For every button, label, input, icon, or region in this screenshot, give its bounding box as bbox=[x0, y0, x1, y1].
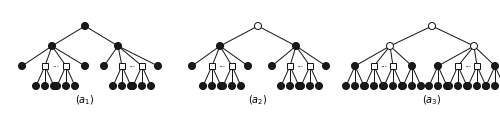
Circle shape bbox=[482, 83, 490, 90]
Circle shape bbox=[470, 43, 478, 50]
Text: ···: ··· bbox=[464, 62, 471, 70]
Circle shape bbox=[428, 23, 436, 30]
Circle shape bbox=[216, 43, 224, 50]
Circle shape bbox=[352, 63, 358, 70]
Bar bbox=[63, 63, 69, 70]
Circle shape bbox=[82, 23, 88, 30]
Circle shape bbox=[218, 83, 224, 90]
Bar bbox=[307, 63, 313, 70]
Circle shape bbox=[446, 83, 452, 90]
Bar bbox=[209, 63, 215, 70]
Circle shape bbox=[386, 43, 394, 50]
Circle shape bbox=[464, 83, 471, 90]
Circle shape bbox=[82, 63, 88, 70]
Circle shape bbox=[238, 83, 244, 90]
Circle shape bbox=[482, 83, 490, 90]
Circle shape bbox=[118, 83, 126, 90]
Circle shape bbox=[322, 63, 330, 70]
Text: ···: ··· bbox=[218, 62, 226, 70]
Circle shape bbox=[418, 83, 424, 90]
Text: $(a_1)$: $(a_1)$ bbox=[76, 93, 94, 106]
Circle shape bbox=[130, 83, 136, 90]
Text: ···: ··· bbox=[296, 62, 304, 70]
Circle shape bbox=[492, 63, 498, 70]
Circle shape bbox=[492, 83, 498, 90]
Circle shape bbox=[110, 83, 116, 90]
Circle shape bbox=[48, 43, 56, 50]
Circle shape bbox=[228, 83, 235, 90]
Circle shape bbox=[380, 83, 388, 90]
Bar bbox=[390, 63, 396, 70]
Circle shape bbox=[474, 83, 480, 90]
Circle shape bbox=[278, 83, 284, 90]
Circle shape bbox=[398, 83, 406, 90]
Text: ···: ··· bbox=[128, 62, 136, 70]
Circle shape bbox=[316, 83, 322, 90]
Circle shape bbox=[400, 83, 406, 90]
Circle shape bbox=[32, 83, 40, 90]
Circle shape bbox=[434, 83, 442, 90]
Circle shape bbox=[138, 83, 145, 90]
Text: $(a_2)$: $(a_2)$ bbox=[248, 93, 268, 106]
Circle shape bbox=[434, 63, 442, 70]
Circle shape bbox=[154, 63, 162, 70]
Circle shape bbox=[342, 83, 349, 90]
Text: ···: ··· bbox=[380, 62, 388, 70]
Circle shape bbox=[408, 63, 416, 70]
Bar bbox=[139, 63, 145, 70]
Circle shape bbox=[292, 43, 300, 50]
Text: $(a_3)$: $(a_3)$ bbox=[422, 93, 442, 106]
Circle shape bbox=[352, 83, 358, 90]
Bar bbox=[474, 63, 480, 70]
Circle shape bbox=[296, 83, 302, 90]
Bar bbox=[287, 63, 293, 70]
Bar bbox=[455, 63, 461, 70]
Circle shape bbox=[114, 43, 121, 50]
Circle shape bbox=[360, 83, 368, 90]
Circle shape bbox=[188, 63, 196, 70]
Circle shape bbox=[128, 83, 134, 90]
Circle shape bbox=[42, 83, 48, 90]
Circle shape bbox=[380, 83, 386, 90]
Circle shape bbox=[444, 83, 450, 90]
Circle shape bbox=[54, 83, 60, 90]
Bar bbox=[42, 63, 48, 70]
Circle shape bbox=[298, 83, 304, 90]
Circle shape bbox=[200, 83, 206, 90]
Circle shape bbox=[426, 83, 432, 90]
Circle shape bbox=[220, 83, 226, 90]
Circle shape bbox=[464, 83, 470, 90]
Circle shape bbox=[18, 63, 26, 70]
Circle shape bbox=[408, 83, 416, 90]
Circle shape bbox=[454, 83, 462, 90]
Circle shape bbox=[50, 83, 58, 90]
Circle shape bbox=[390, 83, 396, 90]
Bar bbox=[229, 63, 235, 70]
Circle shape bbox=[370, 83, 378, 90]
Circle shape bbox=[286, 83, 294, 90]
Circle shape bbox=[306, 83, 314, 90]
Circle shape bbox=[244, 63, 252, 70]
Circle shape bbox=[72, 83, 78, 90]
Circle shape bbox=[208, 83, 216, 90]
Circle shape bbox=[100, 63, 107, 70]
Circle shape bbox=[62, 83, 70, 90]
Bar bbox=[371, 63, 378, 70]
Circle shape bbox=[148, 83, 154, 90]
Bar bbox=[119, 63, 125, 70]
Circle shape bbox=[254, 23, 262, 30]
Circle shape bbox=[362, 83, 368, 90]
Text: ···: ··· bbox=[52, 62, 60, 70]
Circle shape bbox=[268, 63, 276, 70]
